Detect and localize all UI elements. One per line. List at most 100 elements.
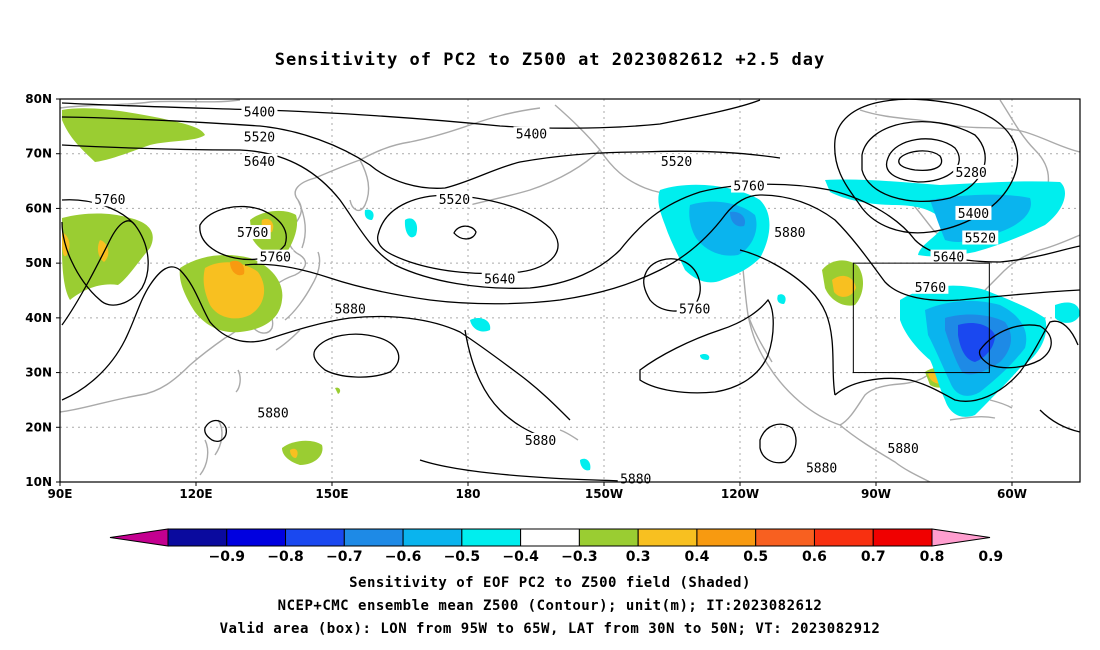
colorbar-swatch bbox=[520, 528, 580, 547]
lat-tick-label: 80N bbox=[25, 92, 52, 106]
coast-greenland bbox=[999, 99, 1050, 186]
contour-5760 bbox=[244, 194, 1080, 305]
contour-label-bg bbox=[91, 192, 128, 207]
coast-siberia-north bbox=[60, 99, 241, 109]
contour-label: 5760 bbox=[260, 251, 291, 266]
map-frame bbox=[59, 98, 1081, 483]
contour-label: 5520 bbox=[661, 155, 692, 170]
colorbar-label: −0.8 bbox=[267, 549, 304, 565]
contour-label: 5280 bbox=[956, 166, 987, 181]
lon-tick-label: 150W bbox=[585, 487, 623, 501]
lon-tick-label: 180 bbox=[455, 487, 480, 501]
contour-label: 5760 bbox=[915, 281, 946, 296]
lat-tick-label: 60N bbox=[25, 201, 52, 215]
positive-shading bbox=[230, 260, 245, 276]
contour-5880 bbox=[204, 419, 227, 442]
contour-label: 5760 bbox=[94, 193, 125, 208]
contour-label-bg bbox=[257, 249, 294, 264]
contour-label: 5880 bbox=[888, 442, 919, 457]
contour-5760 bbox=[61, 220, 136, 326]
negative-shading bbox=[1055, 302, 1080, 323]
lat-tick-label: 10N bbox=[25, 475, 52, 489]
contour-5880 bbox=[759, 423, 797, 464]
negative-shading bbox=[404, 218, 418, 238]
contour-label: 5640 bbox=[484, 273, 515, 288]
lat-tick-label: 20N bbox=[25, 420, 52, 434]
contour-label: 5520 bbox=[244, 130, 275, 145]
colorbar-swatch bbox=[578, 528, 639, 547]
coast-caribbean bbox=[949, 399, 1013, 421]
contour-label-bg bbox=[676, 301, 713, 316]
colorbar-label: −0.3 bbox=[561, 549, 598, 565]
lat-tick-label: 40N bbox=[25, 311, 52, 325]
colorbar-label: 0.9 bbox=[978, 549, 1003, 565]
negative-shading bbox=[700, 353, 710, 360]
contour-label-bg bbox=[771, 225, 808, 240]
contour-label: 5520 bbox=[439, 193, 470, 208]
contour-label: 5760 bbox=[237, 226, 268, 241]
contour-label: 5640 bbox=[244, 155, 275, 170]
coast-taiwan bbox=[235, 369, 241, 393]
contour-5880 bbox=[464, 329, 546, 439]
contour-label-bg bbox=[332, 301, 369, 316]
contour-label-bg bbox=[481, 271, 518, 286]
contour-5760 bbox=[61, 199, 149, 306]
contour-label-bg bbox=[953, 164, 990, 179]
colorbar-swatch bbox=[402, 528, 463, 547]
contour-5880 bbox=[639, 298, 774, 394]
negative-shading bbox=[364, 209, 374, 220]
colorbar-label: −0.6 bbox=[385, 549, 422, 565]
contour-label: 5880 bbox=[257, 407, 288, 422]
contour-label: 5400 bbox=[958, 207, 989, 222]
contour-label-bg bbox=[930, 249, 967, 264]
positive-shading bbox=[97, 240, 109, 262]
contour-label-bg bbox=[513, 126, 550, 141]
contour-label-bg bbox=[912, 279, 949, 294]
contour-label-bg bbox=[803, 460, 840, 475]
colorbar: −0.9 −0.8 −0.7 −0.6 −0.5 −0.4 −0.3 0.3 0.4 0.5 0.6… bbox=[109, 528, 1003, 565]
lat-tick-label: 70N bbox=[25, 147, 52, 161]
coast-baja bbox=[747, 314, 773, 363]
contour-5640 bbox=[61, 144, 1080, 289]
colorbar-swatch bbox=[109, 528, 169, 547]
contour-label: 5760 bbox=[733, 180, 764, 195]
contour-label-bg bbox=[436, 192, 473, 207]
colorbar-label: 0.5 bbox=[743, 549, 768, 565]
coast-arctic-canada bbox=[859, 109, 1080, 153]
positive-shading bbox=[290, 448, 298, 458]
contour-5520 bbox=[453, 225, 477, 240]
caption-line-1: Sensitivity of EOF PC2 to Z500 field (Sh… bbox=[349, 575, 751, 591]
coast-hawaii bbox=[559, 429, 579, 441]
contour-label-bg bbox=[241, 104, 278, 119]
colorbar-swatch bbox=[696, 528, 757, 547]
contour-label-bg bbox=[885, 441, 922, 456]
contour-5880 bbox=[834, 320, 1079, 402]
contour-5400 bbox=[61, 99, 761, 129]
contour-5280 bbox=[898, 150, 943, 172]
positive-shading bbox=[203, 262, 265, 319]
contour-5280 bbox=[885, 138, 960, 183]
contour-5880 bbox=[61, 266, 571, 421]
coast-central-america bbox=[839, 424, 931, 482]
contour-label-bg bbox=[234, 225, 271, 240]
contour-label: 5880 bbox=[334, 303, 365, 318]
lon-tick-label: 150E bbox=[315, 487, 348, 501]
contour-5520 bbox=[61, 116, 781, 189]
coast-aleutians bbox=[469, 149, 601, 206]
lat-tick-label: 50N bbox=[25, 256, 52, 270]
coast-kamchatka bbox=[349, 159, 370, 212]
contour-labels: 5400 5520 5640 5400 5520 5760 5520 5760 5760 5640… bbox=[91, 104, 999, 487]
contour-label-bg bbox=[962, 230, 999, 245]
chart-title: Sensitivity of PC2 to Z500 at 2023082612… bbox=[274, 50, 826, 70]
colorbar-label: −0.9 bbox=[209, 549, 246, 565]
contour-label: 5400 bbox=[244, 106, 275, 121]
caption-line-2: NCEP+CMC ensemble mean Z500 (Contour); u… bbox=[277, 598, 823, 614]
lon-tick-label: 120W bbox=[721, 487, 759, 501]
lon-tick-label: 90W bbox=[861, 487, 891, 501]
contour-label: 5880 bbox=[620, 472, 651, 487]
positive-shading bbox=[335, 387, 341, 394]
colorbar-swatch bbox=[931, 528, 991, 547]
positive-shading bbox=[62, 108, 205, 162]
coast-sakhalin bbox=[297, 199, 306, 249]
negative-shading bbox=[777, 294, 786, 304]
